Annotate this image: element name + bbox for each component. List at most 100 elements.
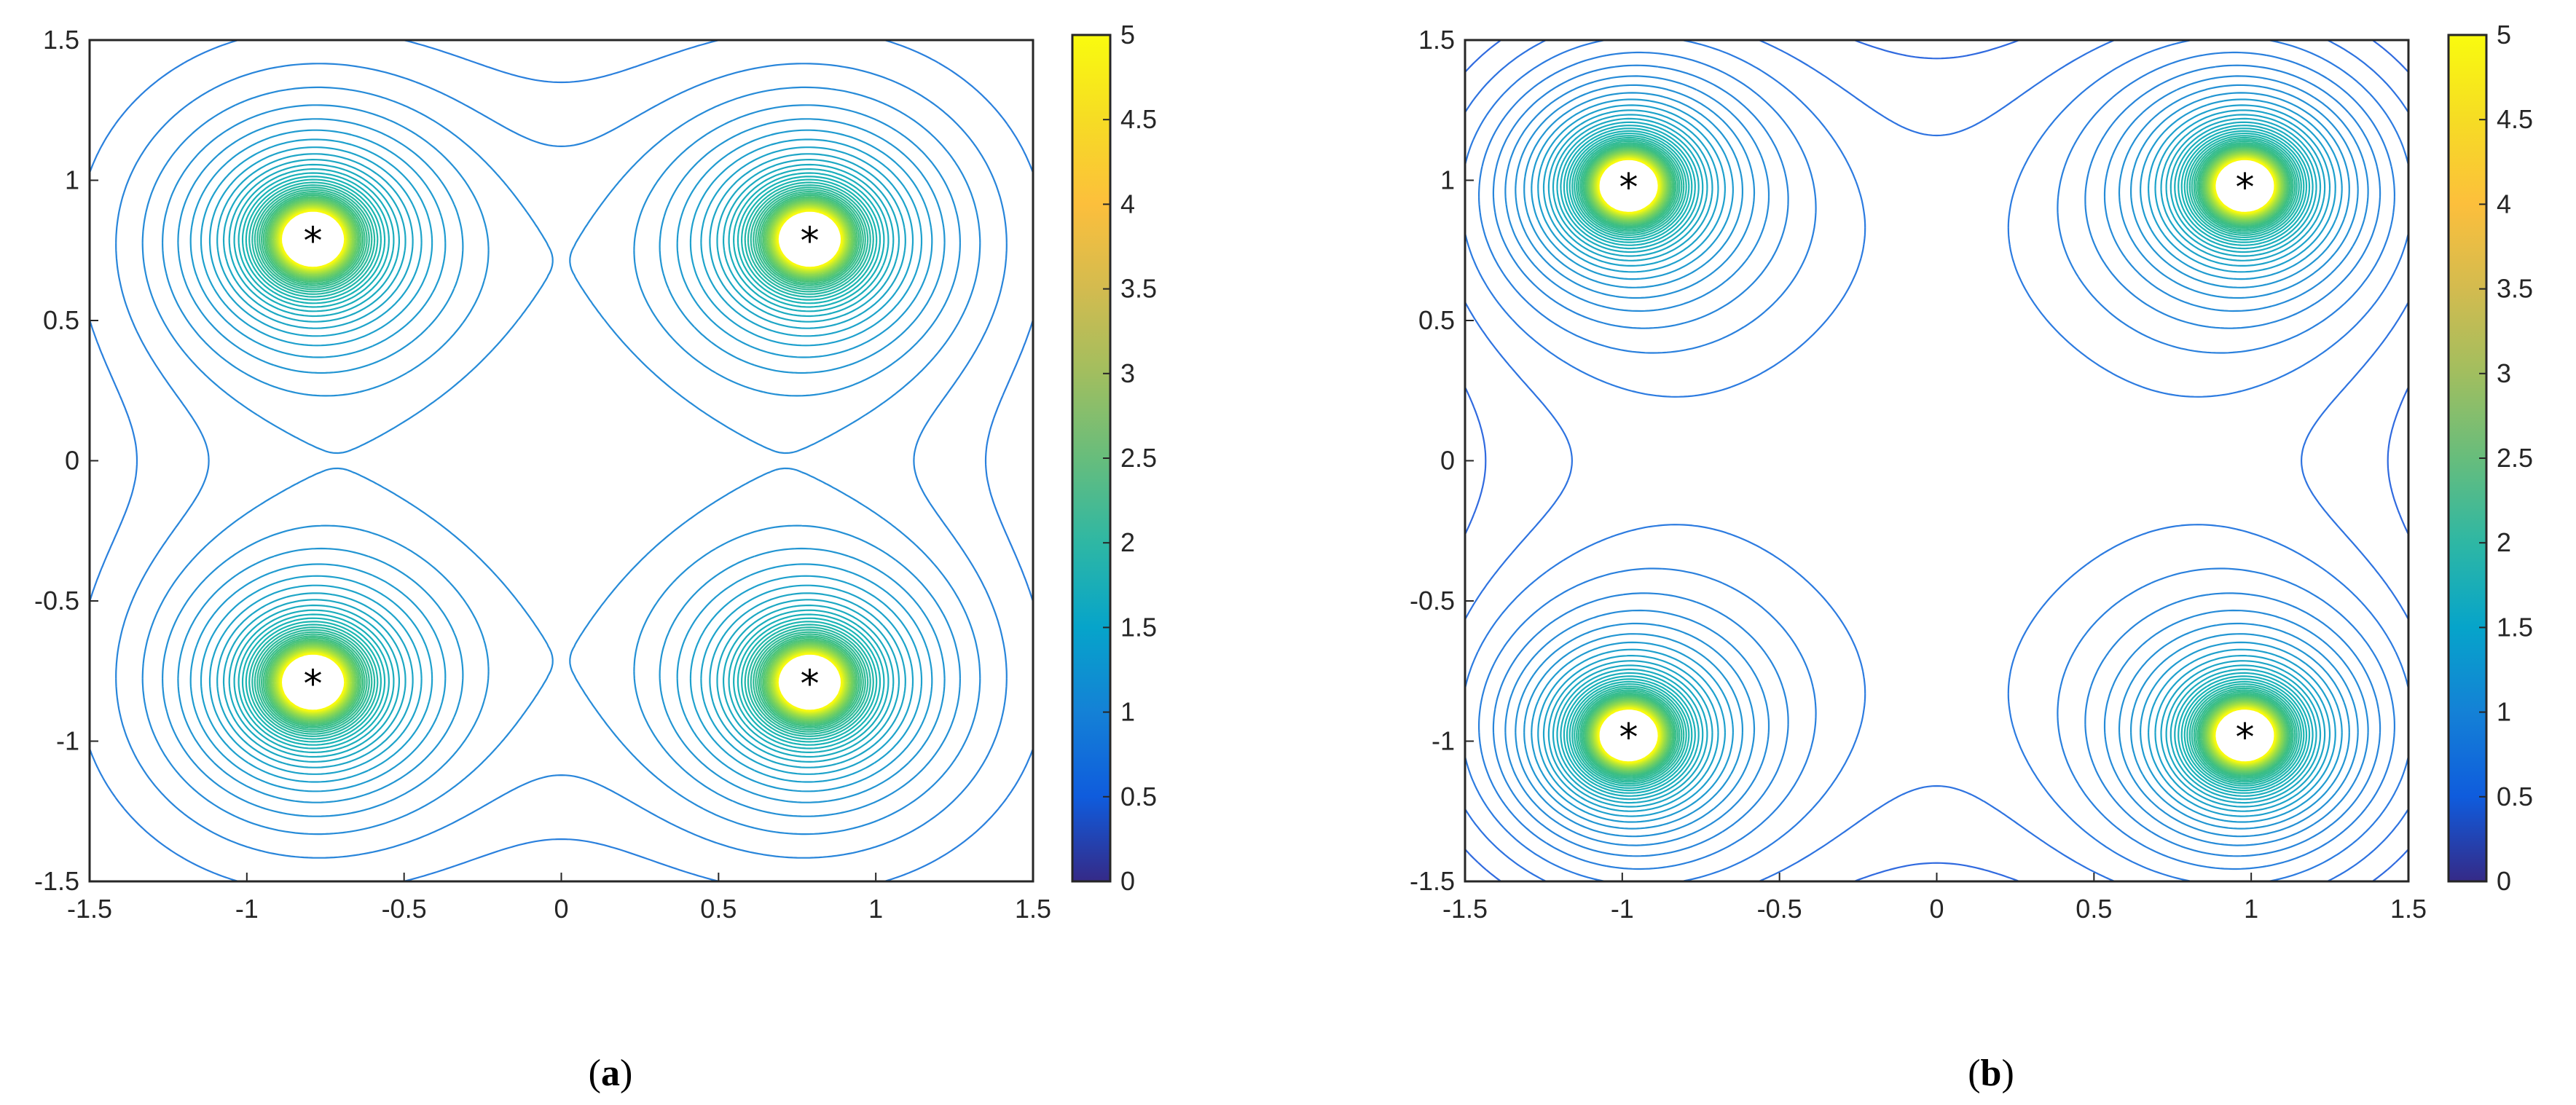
y-tick-label: 0.5	[1418, 305, 1455, 335]
colorbar-tick-labels-a: 5 4.5 4 3.5 3 2.5 2 1.5 1 0.5 0	[1103, 20, 1157, 896]
colorbar-tick-label: 0.5	[1120, 782, 1157, 811]
contour-line	[274, 204, 849, 717]
contour-line	[254, 186, 869, 735]
contour-line	[1589, 151, 2285, 771]
contour-line	[277, 207, 846, 715]
contour-line	[115, 63, 1008, 859]
contour-line	[1595, 156, 2278, 766]
contour-line	[1504, 75, 2369, 846]
contour-line	[216, 153, 906, 768]
colorbar-tick-label: 1.5	[1120, 612, 1157, 642]
colorbar-tick-label: 4	[2497, 189, 2511, 219]
contour-line	[1574, 136, 2300, 785]
x-tick-label: 1.5	[1015, 894, 1051, 924]
colorbar-tick-label: 2.5	[2497, 443, 2533, 473]
x-tick-label: -0.5	[1757, 894, 1802, 924]
contour-line	[251, 184, 871, 737]
x-tick-label: 0	[1929, 894, 1944, 924]
y-tick-labels-b: 1.5 1 0.5 0 -0.5 -1 -1.5	[1410, 25, 1474, 896]
y-tick-label: 0	[1440, 446, 1455, 476]
contour-line	[248, 181, 874, 740]
caption-b: (b)	[1968, 1053, 2014, 1094]
contour-line	[1568, 133, 2305, 789]
contour-line	[1523, 92, 2350, 830]
contour-line	[275, 205, 848, 717]
marker-asterisk: *	[801, 663, 820, 707]
contour-line	[1571, 135, 2302, 787]
contour-line	[256, 189, 866, 733]
contour-line	[208, 146, 914, 775]
y-tick-label: -1	[1432, 726, 1455, 756]
contour-line	[259, 190, 864, 731]
x-tick-label: 0	[554, 894, 568, 924]
contour-line	[1556, 121, 2317, 801]
marker-asterisk: *	[1619, 716, 1638, 760]
x-tick-label: 1	[2244, 894, 2258, 924]
contour-line	[269, 200, 854, 722]
x-tick-labels-b: -1.5 -1 -0.5 0 0.5 1 1.5	[1442, 873, 2427, 924]
contour-line	[177, 118, 946, 803]
x-tick-labels-a: -1.5 -1 -0.5 0 0.5 1 1.5	[67, 873, 1051, 924]
contour-line	[1465, 40, 2408, 881]
contour-line	[233, 168, 890, 753]
contour-line	[1582, 145, 2291, 776]
contour-line	[267, 198, 855, 723]
contour-line	[189, 129, 933, 793]
x-tick-label: 1.5	[2390, 894, 2427, 924]
contour-line	[1598, 158, 2276, 763]
contour-line	[1592, 153, 2282, 768]
colorbar-tick-label: 3	[1120, 358, 1135, 388]
x-tick-label: 0.5	[700, 894, 737, 924]
contour-line	[1566, 130, 2308, 792]
colorbar-tick-label: 5	[2497, 20, 2511, 50]
contour-line	[1584, 146, 2290, 776]
contour-line	[1531, 98, 2343, 823]
x-tick-label: -1.5	[67, 894, 112, 924]
colorbar-tick-label: 4	[1120, 189, 1135, 219]
colorbar-tick-label: 3.5	[2497, 274, 2533, 304]
colorbar-tick-label: 1.5	[2497, 612, 2533, 642]
contour-line	[1591, 152, 2282, 769]
contour-line	[1581, 143, 2293, 778]
contour-line	[1552, 117, 2322, 804]
marker-asterisk: *	[801, 219, 820, 263]
colorbar-tick-label: 4.5	[1120, 104, 1157, 134]
contour-line	[1576, 138, 2298, 783]
x-tick-label: -0.5	[382, 894, 427, 924]
contour-line	[1588, 149, 2285, 772]
contour-line	[266, 197, 857, 725]
contour-line	[272, 203, 850, 718]
y-tick-label: 1	[1440, 165, 1455, 195]
contour-line	[279, 209, 844, 712]
contour-line	[262, 194, 860, 728]
contour-line	[1593, 154, 2280, 768]
colorbar-a	[1071, 34, 1112, 883]
contour-line	[1577, 140, 2296, 782]
contour-line	[264, 196, 858, 725]
x-tick-label: 1	[868, 894, 883, 924]
x-tick-label: -1	[235, 894, 259, 924]
colorbar-tick-label: 0	[1120, 866, 1135, 896]
contour-line	[228, 163, 895, 758]
colorbar-tick-label: 0	[2497, 866, 2511, 896]
contour-line	[1547, 114, 2326, 808]
contour-plot-a: * * * *	[90, 40, 1033, 881]
y-tick-label: -1.5	[34, 866, 79, 896]
contour-line	[222, 159, 900, 763]
y-tick-label: -1	[56, 726, 79, 756]
y-tick-label: 1	[65, 165, 79, 195]
marker-asterisk: *	[2236, 166, 2255, 210]
colorbar-tick-label: 2.5	[1120, 443, 1157, 473]
contour-line	[271, 202, 852, 720]
contour-line	[141, 86, 981, 835]
contour-line	[1587, 149, 2287, 773]
contour-line	[1560, 125, 2314, 797]
contour-line	[1492, 64, 2381, 857]
colorbar-tick-label: 2	[1120, 527, 1135, 557]
y-tick-label: 0.5	[43, 305, 79, 335]
panel-b: * ** * -1.5 -1 -0.5 0 0.5 1 1.5 1.510.50-0.5-1-1…	[1410, 20, 2533, 1094]
colorbar-tick-label: 3	[2497, 358, 2511, 388]
contour-line	[1542, 109, 2331, 812]
y-tick-label: -1.5	[1410, 866, 1455, 896]
contour-plot-b: * * * *	[1465, 40, 2408, 881]
